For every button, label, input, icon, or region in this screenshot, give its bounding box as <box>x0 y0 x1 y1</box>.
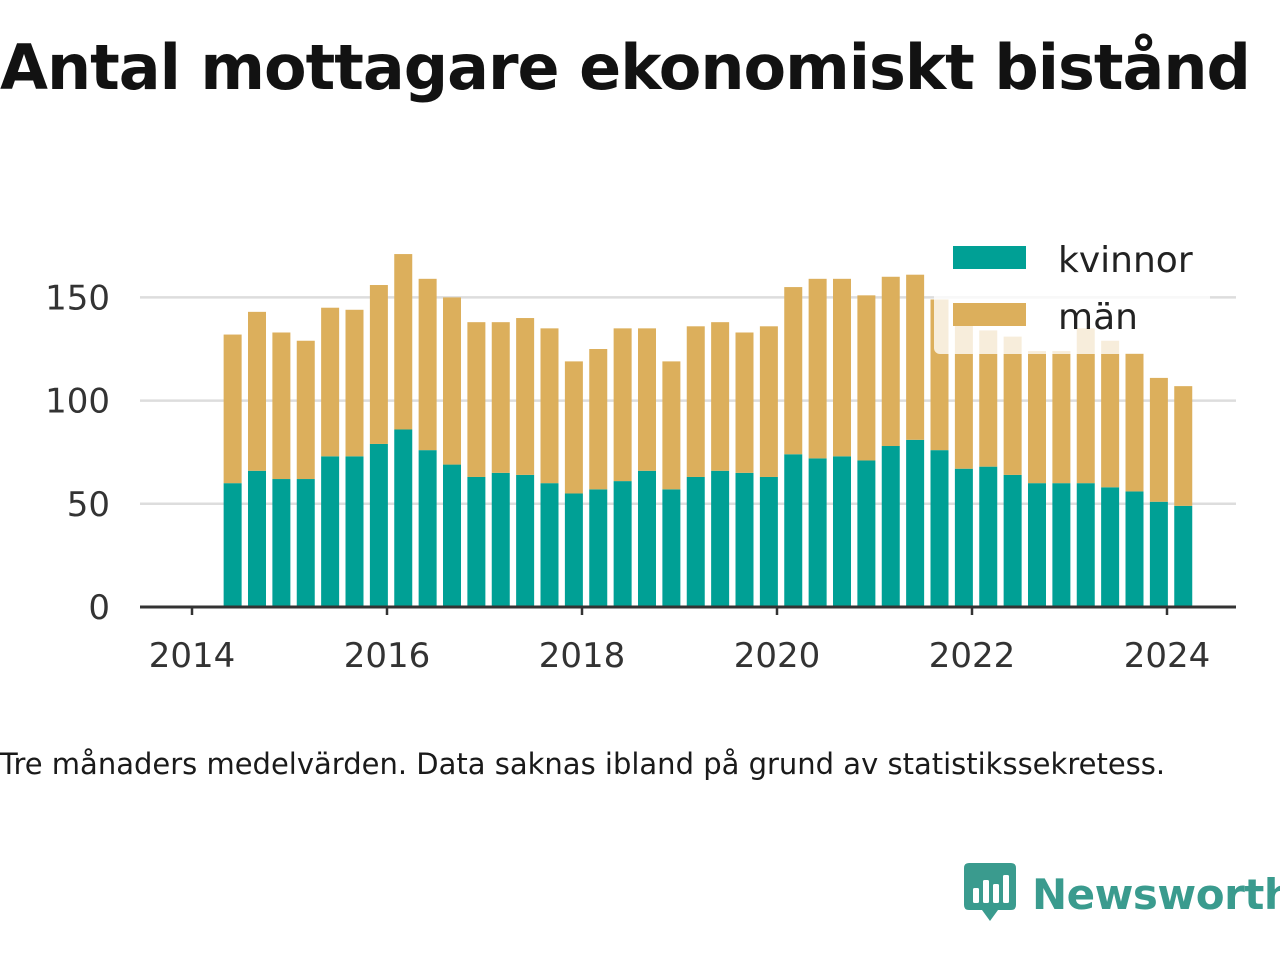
bar-man <box>1076 328 1095 484</box>
bar-man <box>540 328 559 484</box>
legend-kvinnor-swatch <box>953 246 1026 269</box>
bar-kvinnor <box>589 489 608 607</box>
bar-kvinnor <box>833 456 851 607</box>
bar-man <box>467 322 486 477</box>
bar-kvinnor <box>1174 505 1193 607</box>
bar-man <box>564 361 583 494</box>
bar-man <box>808 278 827 459</box>
bar-kvinnor <box>321 456 340 607</box>
bar-man <box>735 332 754 473</box>
x-tick-label: 2016 <box>344 636 431 676</box>
bar-kvinnor <box>881 446 900 607</box>
bar-kvinnor <box>491 472 510 607</box>
bar-man <box>1125 353 1144 492</box>
bar-man <box>954 324 973 469</box>
bar-man <box>418 278 437 451</box>
bar-man <box>1174 386 1193 506</box>
brand-name: Newsworthy <box>1032 869 1280 919</box>
x-tick-label: 2022 <box>929 636 1016 676</box>
y-tick-label: 50 <box>67 485 110 525</box>
bar-kvinnor <box>296 479 315 607</box>
x-tick-label: 2014 <box>149 636 236 676</box>
bar-man <box>1028 351 1046 484</box>
bar-kvinnor <box>954 468 973 607</box>
legend-man-label: män <box>1058 297 1138 338</box>
newsworthy-logo-icon <box>964 863 1016 921</box>
bar-kvinnor <box>638 470 656 607</box>
bar-kvinnor <box>930 450 949 607</box>
bar-kvinnor <box>711 470 730 607</box>
bar-kvinnor <box>613 481 632 607</box>
chart-title: Antal mottagare ekonomiskt bistånd <box>0 31 1251 104</box>
bar-man <box>321 307 340 457</box>
y-tick-label: 150 <box>45 278 110 318</box>
bar-man <box>638 328 656 471</box>
bar-kvinnor <box>1003 474 1022 607</box>
bar-man <box>979 330 998 467</box>
x-tick-label: 2020 <box>734 636 821 676</box>
bar-man <box>1052 351 1071 484</box>
bar-man <box>443 297 461 465</box>
bar-kvinnor <box>248 470 266 607</box>
bar-kvinnor <box>467 476 486 607</box>
bar-kvinnor <box>857 460 876 607</box>
bar-man <box>1149 377 1168 502</box>
bar-man <box>857 295 876 461</box>
bar-kvinnor <box>1149 501 1168 607</box>
x-tick-label: 2018 <box>539 636 626 676</box>
bar-kvinnor <box>564 493 583 607</box>
bar-man <box>662 361 681 490</box>
bar-man <box>296 340 315 480</box>
bar-kvinnor <box>735 472 754 607</box>
bar-kvinnor <box>1101 487 1120 607</box>
bar-kvinnor <box>906 439 925 607</box>
legend-man-swatch <box>953 303 1026 326</box>
bar-kvinnor <box>223 483 242 607</box>
stacked-bar-chart: 0 50 100 150 2014 2016 2018 2020 2022 2024 kvinnor… <box>45 240 1236 676</box>
bar-man <box>394 254 413 430</box>
bar-kvinnor <box>516 474 535 607</box>
bar-kvinnor <box>759 476 778 607</box>
bar-man <box>686 326 705 477</box>
bar-kvinnor <box>1028 483 1046 607</box>
bar-kvinnor <box>979 466 998 607</box>
bar-man <box>613 328 632 482</box>
bar-man <box>906 274 925 440</box>
bar-man <box>272 332 291 480</box>
bar-man <box>248 311 266 471</box>
bar-kvinnor <box>443 464 461 607</box>
bar-kvinnor <box>272 479 291 607</box>
bar-kvinnor <box>1125 491 1144 607</box>
x-tick-label: 2024 <box>1124 636 1211 676</box>
bar-kvinnor <box>662 489 681 607</box>
bar-kvinnor <box>540 483 559 607</box>
legend-kvinnor-label: kvinnor <box>1058 240 1193 281</box>
bar-kvinnor <box>418 450 437 607</box>
bar-kvinnor <box>784 454 803 607</box>
y-tick-label: 0 <box>88 588 110 628</box>
bar-kvinnor <box>1076 483 1095 607</box>
bar-man <box>833 278 851 457</box>
bar-kvinnor <box>686 476 705 607</box>
bar-kvinnor <box>808 458 827 607</box>
bar-man <box>491 322 510 473</box>
y-tick-label: 100 <box>45 382 110 422</box>
bar-man <box>1003 336 1022 475</box>
bar-man <box>784 287 803 455</box>
bar-man <box>369 285 388 444</box>
brand-logo[interactable]: Newsworthy <box>964 862 1280 926</box>
bar-man <box>711 322 730 471</box>
bar-man <box>881 276 900 447</box>
bar-man <box>516 318 535 475</box>
bar-man <box>345 309 364 457</box>
bar-man <box>223 334 242 484</box>
bar-kvinnor <box>345 456 364 607</box>
bar-kvinnor <box>1052 483 1071 607</box>
bar-kvinnor <box>369 443 388 607</box>
bar-man <box>759 326 778 477</box>
bar-kvinnor <box>394 429 413 607</box>
bar-man <box>1101 340 1120 488</box>
chart-caption: Tre månaders medelvärden. Data saknas ib… <box>0 747 1166 781</box>
bar-man <box>589 349 608 490</box>
